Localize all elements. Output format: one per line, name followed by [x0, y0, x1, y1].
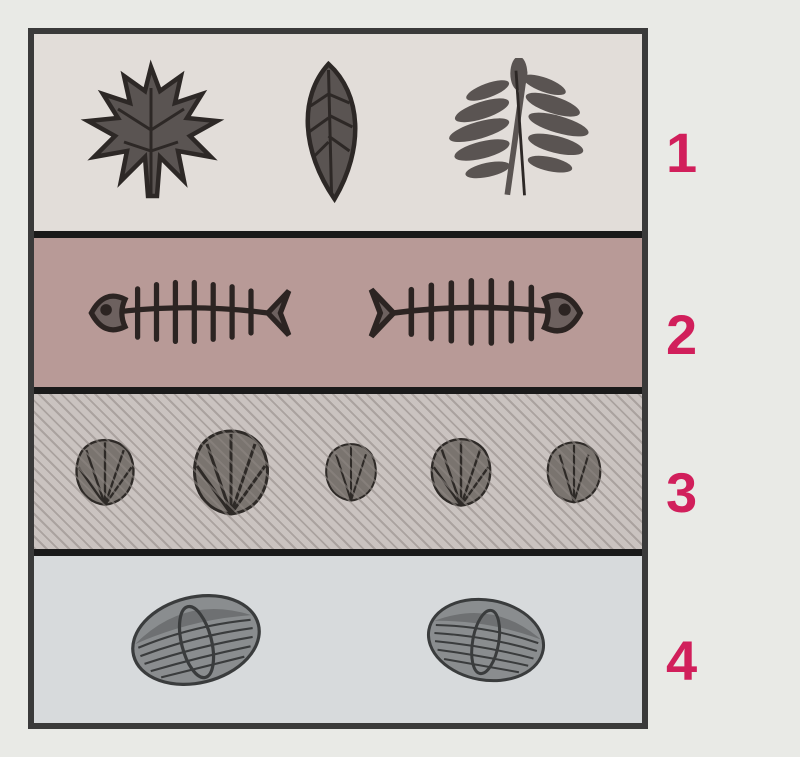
trilobite-icon — [416, 580, 556, 700]
shell-icon — [538, 430, 610, 514]
fish-skeleton-icon — [83, 263, 293, 363]
trilobite-icon — [121, 580, 271, 700]
layer-label-3: 3 — [666, 465, 697, 521]
shell-icon — [66, 427, 144, 517]
layer-2-fish — [34, 238, 642, 394]
layer-label-1: 1 — [666, 125, 697, 181]
content-row: 1 2 3 4 — [28, 28, 772, 729]
shell-icon — [317, 432, 385, 512]
layer-label-2: 2 — [666, 307, 697, 363]
shell-icon — [181, 417, 281, 527]
shell-icon — [421, 427, 501, 517]
simple-leaf-icon — [281, 58, 376, 208]
maple-leaf-icon — [76, 58, 226, 208]
layer-label-4: 4 — [666, 633, 697, 689]
strata-frame — [28, 28, 648, 729]
fish-skeleton-icon — [363, 263, 593, 363]
labels-column: 1 2 3 4 — [666, 28, 772, 729]
layer-4-trilobites — [34, 556, 642, 723]
fern-leaf-icon — [431, 58, 601, 208]
page-root: 1 2 3 4 — [0, 0, 800, 757]
layer-1-leaves — [34, 34, 642, 238]
layer-3-shells — [34, 394, 642, 556]
